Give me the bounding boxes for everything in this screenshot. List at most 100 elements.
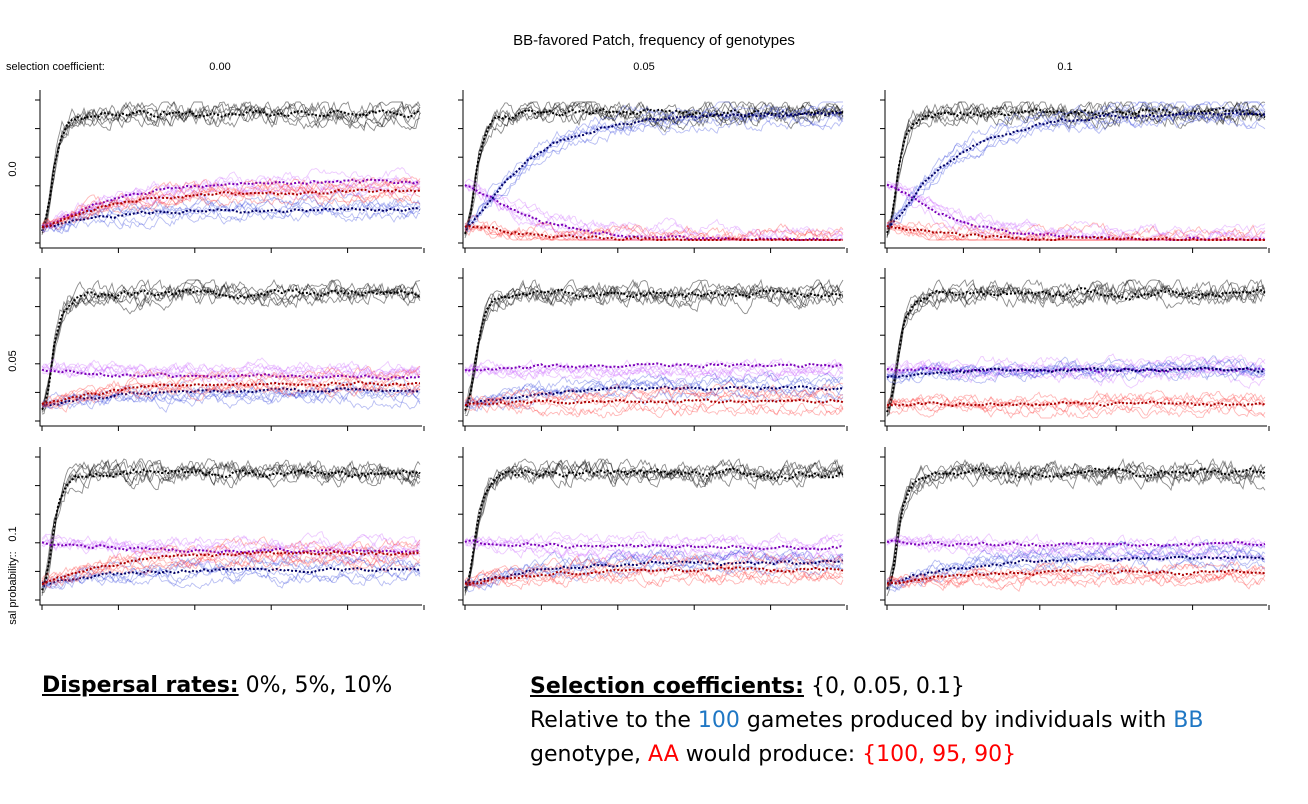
replicate-line-total xyxy=(886,279,1266,409)
replicate-line-AB xyxy=(886,360,1266,390)
panel-0-0 xyxy=(35,90,425,253)
replicate-line-AB xyxy=(886,353,1266,372)
replicate-line-BB xyxy=(464,551,844,589)
replicate-line-AB xyxy=(464,531,844,551)
replicate-line-AB xyxy=(41,180,421,229)
replicate-line-AB xyxy=(886,534,1266,555)
replicate-line-AA xyxy=(464,395,844,418)
replicate-line-AB xyxy=(41,536,421,559)
panel-2-0 xyxy=(35,447,425,610)
replicate-line-total xyxy=(886,101,1266,239)
replicate-line-AA xyxy=(886,569,1266,592)
replicate-line-total xyxy=(886,279,1266,417)
replicate-line-total xyxy=(41,101,421,234)
panel-axes xyxy=(39,90,422,249)
mean-line-total xyxy=(464,107,844,235)
replicate-line-AA xyxy=(886,389,1266,408)
mean-line-total xyxy=(41,108,421,232)
replicate-line-AA xyxy=(41,175,421,231)
replicate-line-BB xyxy=(464,549,844,588)
replicate-line-BB xyxy=(886,361,1266,385)
chart-grid xyxy=(35,90,1270,610)
note-line3-d: {100, 95, 90} xyxy=(862,742,1017,767)
selection-note-values: {0, 0.05, 0.1} xyxy=(803,674,965,699)
replicate-line-BB xyxy=(886,358,1266,384)
replicate-line-AA xyxy=(886,220,1266,239)
replicate-line-AA xyxy=(464,396,844,419)
mean-line-total xyxy=(886,106,1266,234)
replicate-line-AA xyxy=(464,387,844,407)
mean-line-AB xyxy=(464,539,844,551)
replicate-line-total xyxy=(464,278,844,407)
replicate-line-BB xyxy=(41,386,421,409)
replicate-line-AB xyxy=(41,177,421,230)
replicate-line-BB xyxy=(886,539,1266,586)
mean-line-BB xyxy=(886,555,1266,585)
mean-line-BB xyxy=(41,566,421,585)
replicate-line-total xyxy=(41,101,421,228)
replicate-line-AA xyxy=(41,374,421,409)
mean-line-total xyxy=(41,288,421,411)
replicate-line-BB xyxy=(464,370,844,409)
mean-line-AB xyxy=(41,541,421,555)
mean-line-BB xyxy=(464,111,844,229)
replicate-line-AB xyxy=(886,534,1266,555)
replicate-line-total xyxy=(886,459,1266,591)
panel-0-2 xyxy=(880,90,1270,253)
replicate-line-AA xyxy=(41,382,421,413)
replicate-line-AA xyxy=(41,365,421,408)
replicate-line-BB xyxy=(464,112,844,230)
mean-line-AB xyxy=(886,539,1266,548)
mean-line-BB xyxy=(464,385,844,407)
replicate-line-total xyxy=(464,458,844,592)
replicate-line-AB xyxy=(464,362,844,382)
replicate-line-BB xyxy=(464,372,844,413)
replicate-line-AB xyxy=(464,181,843,238)
replicate-line-BB xyxy=(886,357,1266,381)
column-header-0: 0.00 xyxy=(209,61,231,73)
replicate-line-AA xyxy=(464,221,844,241)
replicate-line-total xyxy=(41,279,421,412)
replicate-line-AA xyxy=(41,177,421,230)
replicate-line-total xyxy=(464,278,844,412)
note-line2-a: Relative to the xyxy=(530,708,698,733)
note-line3-c: would produce: xyxy=(678,742,863,767)
replicate-line-total xyxy=(464,101,844,234)
replicate-line-AA xyxy=(464,383,844,410)
replicate-line-total xyxy=(41,279,421,406)
replicate-line-BB xyxy=(41,565,421,589)
mean-line-AB xyxy=(464,362,844,372)
panel-axes xyxy=(884,90,1267,249)
replicate-line-AB xyxy=(886,534,1266,565)
replicate-line-AA xyxy=(464,550,844,582)
replicate-line-AB xyxy=(464,357,844,375)
replicate-line-BB xyxy=(464,387,844,411)
replicate-line-AB xyxy=(886,182,1266,241)
replicate-line-total xyxy=(41,458,421,597)
replicate-line-BB xyxy=(464,377,844,408)
note-line3-b: AA xyxy=(648,742,679,767)
note-line2-c: gametes produced by individuals with xyxy=(739,708,1174,733)
replicate-line-BB xyxy=(41,385,421,410)
note-line2-d: BB xyxy=(1173,708,1204,733)
replicate-line-total xyxy=(41,278,421,409)
replicate-line-AB xyxy=(41,166,421,230)
replicate-line-total xyxy=(886,100,1266,236)
replicate-line-BB xyxy=(886,108,1266,227)
replicate-line-BB xyxy=(886,546,1266,587)
replicate-line-AA xyxy=(41,367,421,410)
selection-coefficient-label: selection coefficient: xyxy=(6,61,105,73)
mean-line-AB xyxy=(41,368,421,381)
mean-line-AA xyxy=(887,568,1266,585)
replicate-line-AB xyxy=(41,533,421,556)
mean-line-AA xyxy=(41,550,421,585)
replicate-line-AB xyxy=(464,535,844,565)
replicate-line-total xyxy=(41,101,421,236)
replicate-line-AA xyxy=(886,398,1266,419)
replicate-line-BB xyxy=(41,568,421,590)
replicate-line-AA xyxy=(464,554,844,588)
replicate-line-AA xyxy=(41,536,421,589)
panel-2-2 xyxy=(880,447,1270,610)
replicate-line-AA xyxy=(464,223,844,241)
replicate-line-total xyxy=(41,459,421,594)
